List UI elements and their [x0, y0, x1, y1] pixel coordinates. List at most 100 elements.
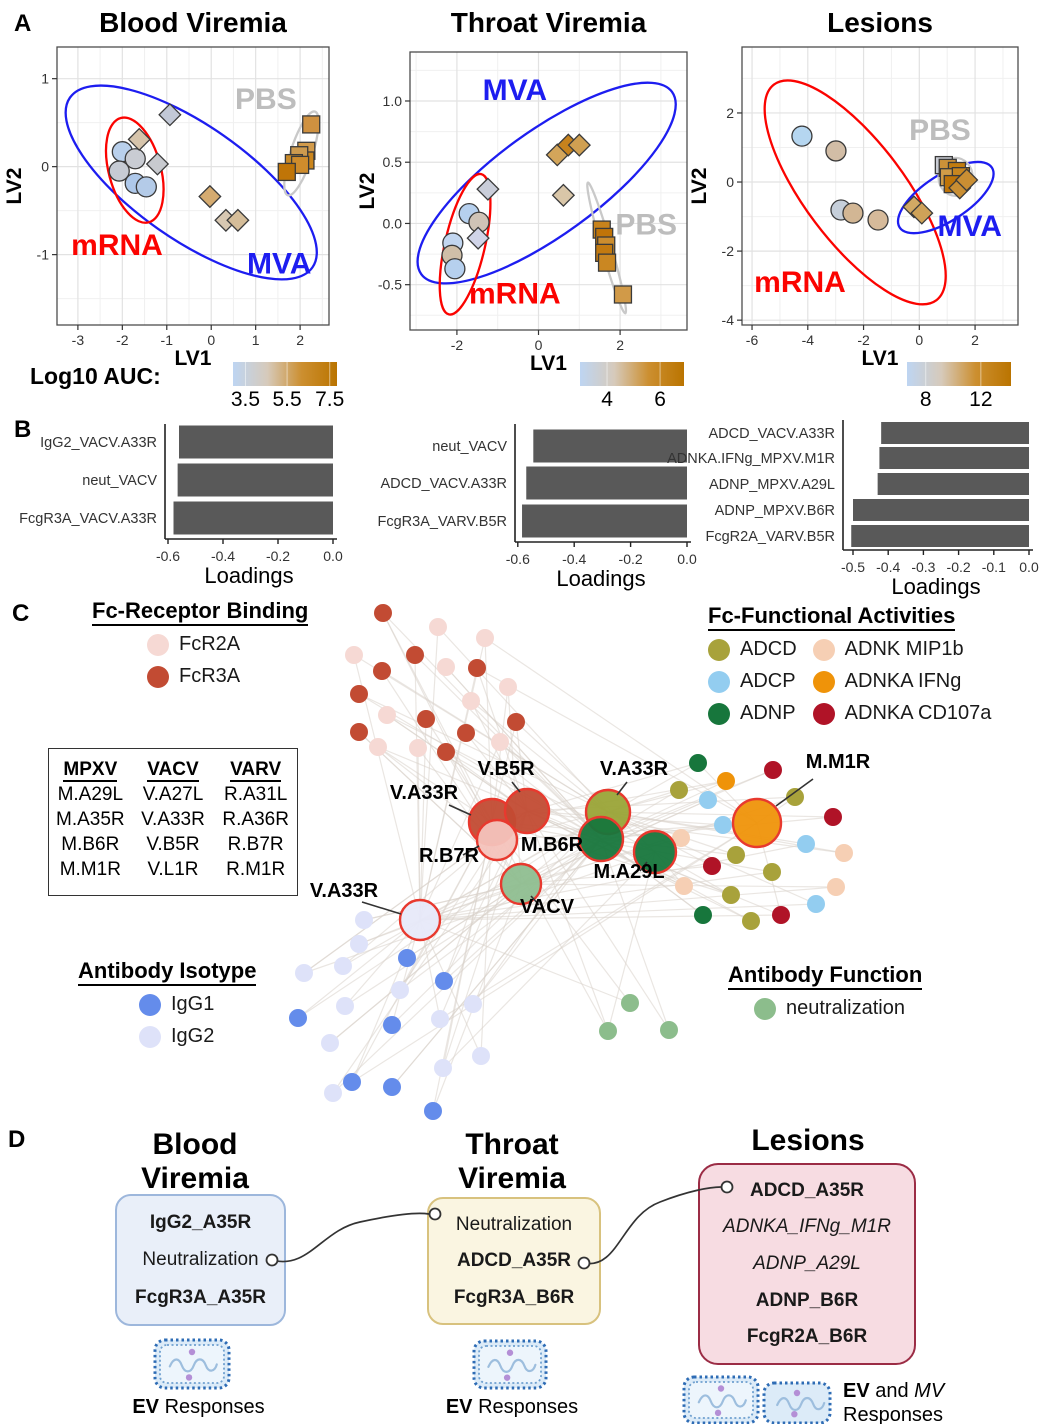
- scatter-plot-0: PBS mRNA MVA -3 -2 -1 0 1 2 -1 0 1 Blood Viremia LV1 L…: [3, 7, 344, 411]
- network-node: [424, 1102, 442, 1120]
- legend-item-neutralization: neutralization: [754, 997, 922, 1020]
- scatter-point: [158, 103, 182, 127]
- loadings-bar-chart-1: neut_VACV ADCD_VACV.A33R FcgR3A_VARV.B5R -0…: [378, 424, 697, 591]
- group-ellipse: [416, 81, 677, 285]
- network-node: [417, 710, 435, 728]
- legend-title: Antibody Isotype: [78, 958, 257, 986]
- signature-item: ADNP_B6R: [755, 1289, 859, 1311]
- network-node: [434, 1059, 452, 1077]
- scatter-point: [592, 220, 611, 239]
- table-header: VACV: [147, 759, 199, 782]
- network-hub-label: VACV: [520, 896, 575, 918]
- legend-swatch-icon: [139, 993, 161, 1016]
- x-tick-label: -1: [161, 332, 174, 348]
- y-axis-label: LV2: [688, 168, 711, 205]
- group-ellipse: [586, 181, 628, 315]
- network-node: [491, 733, 509, 751]
- table-cell: V.B5R: [146, 834, 200, 855]
- y-tick-label: 0: [726, 174, 734, 190]
- scatter-point: [111, 141, 133, 163]
- ev-vesicle-icon: [472, 1339, 548, 1390]
- x-tick-label: -0.6: [156, 548, 180, 564]
- colorbar: [233, 362, 337, 386]
- bar: [879, 447, 1029, 469]
- x-tick-label: 0.0: [677, 551, 697, 567]
- network-node: [722, 886, 740, 904]
- network-node: [763, 863, 781, 881]
- y-tick-label: 1: [41, 71, 49, 87]
- scatter-point: [947, 161, 967, 181]
- legend-item-label: ADCP: [740, 670, 796, 692]
- panel-d-box-throat: Neutralization ADCD_A35R FcgR3A_B6R: [427, 1197, 601, 1325]
- colorbar-tick-label: 7.5: [315, 388, 344, 411]
- x-tick-label: 2: [616, 337, 624, 353]
- table-cell: V.L1R: [147, 859, 199, 880]
- legend-swatch-icon: [139, 1025, 161, 1048]
- network-node: [336, 997, 354, 1015]
- table-cell: M.B6R: [61, 834, 120, 855]
- network-hub-node: [577, 815, 625, 863]
- plot-title: Blood Viremia: [99, 7, 287, 38]
- scatter-point: [948, 176, 972, 200]
- table-cell: M.A29L: [57, 784, 124, 805]
- network-hub-label: M.M1R: [806, 751, 871, 773]
- bar: [877, 473, 1029, 495]
- scatter-point: [938, 158, 957, 178]
- network-node: [797, 835, 815, 853]
- network-hub-label: V.A33R: [310, 880, 379, 902]
- panel-label-d: D: [8, 1126, 26, 1153]
- table-cell: R.A36R: [222, 809, 289, 830]
- x-tick-label: 0.0: [1019, 559, 1039, 575]
- legend-item-igg2: IgG2: [139, 1025, 256, 1048]
- scatter-point: [545, 143, 569, 167]
- network-node: [321, 1034, 339, 1052]
- legend-item-label: IgG1: [171, 993, 215, 1015]
- panel-label-a: A: [14, 10, 32, 37]
- scatter-point: [226, 208, 250, 232]
- legend-title: Antibody Function: [728, 962, 923, 990]
- x-tick-label: -0.3: [911, 559, 935, 575]
- legend-swatch-icon: [812, 638, 835, 661]
- network-node: [468, 659, 486, 677]
- x-tick-label: 0: [535, 337, 543, 353]
- table-cell: V.A27L: [142, 784, 204, 805]
- x-tick-label: -6: [746, 332, 759, 348]
- legend-title: Fc-Functional Activities: [708, 603, 991, 631]
- group-label-mva: MVA: [483, 74, 547, 107]
- scatter-point: [466, 226, 490, 250]
- bar: [526, 466, 687, 500]
- y-axis-label: LV2: [3, 168, 26, 205]
- group-label-mva: MVA: [247, 247, 311, 280]
- ev-mv-responses-label-lesions: EV and MV Responses: [843, 1380, 945, 1424]
- legend-swatch-icon: [812, 702, 835, 725]
- x-tick-label: -0.4: [876, 559, 900, 575]
- x-tick-label: -2: [116, 332, 129, 348]
- legend-item-adnp: ADNP: [708, 702, 797, 725]
- scatter-point: [127, 127, 151, 152]
- group-ellipse: [438, 172, 492, 316]
- scatter-point: [290, 146, 309, 165]
- network-node: [378, 706, 396, 724]
- network-node: [464, 995, 482, 1013]
- x-axis-label: LV1: [862, 347, 899, 370]
- network-node: [703, 857, 721, 875]
- network-node: [374, 604, 392, 622]
- legend-item-label: ADNKA CD107a: [844, 702, 992, 724]
- scatter-point: [867, 209, 889, 231]
- table-header: VARV: [230, 759, 282, 782]
- scatter-point: [951, 167, 970, 186]
- network-hub-node: [731, 797, 783, 849]
- y-tick-label: -2: [722, 243, 735, 259]
- antigen-name-table: MPXV VACV VARV M.A29L V.A27L R.A31L M.A35R V.A3…: [48, 748, 298, 896]
- x-tick-label: 2: [296, 332, 304, 348]
- signature-item: FcgR3A_A35R: [135, 1286, 266, 1308]
- network-hub-label: M.A29L: [593, 861, 664, 883]
- network-hub-node: [475, 818, 519, 862]
- network-node: [383, 1016, 401, 1034]
- network-node: [786, 788, 804, 806]
- colorbar: [580, 362, 684, 386]
- x-axis-label: Loadings: [891, 574, 980, 599]
- scatter-point: [613, 285, 633, 304]
- group-label-pbs: PBS: [909, 114, 971, 147]
- network-hub-label: V.A33R: [390, 782, 459, 804]
